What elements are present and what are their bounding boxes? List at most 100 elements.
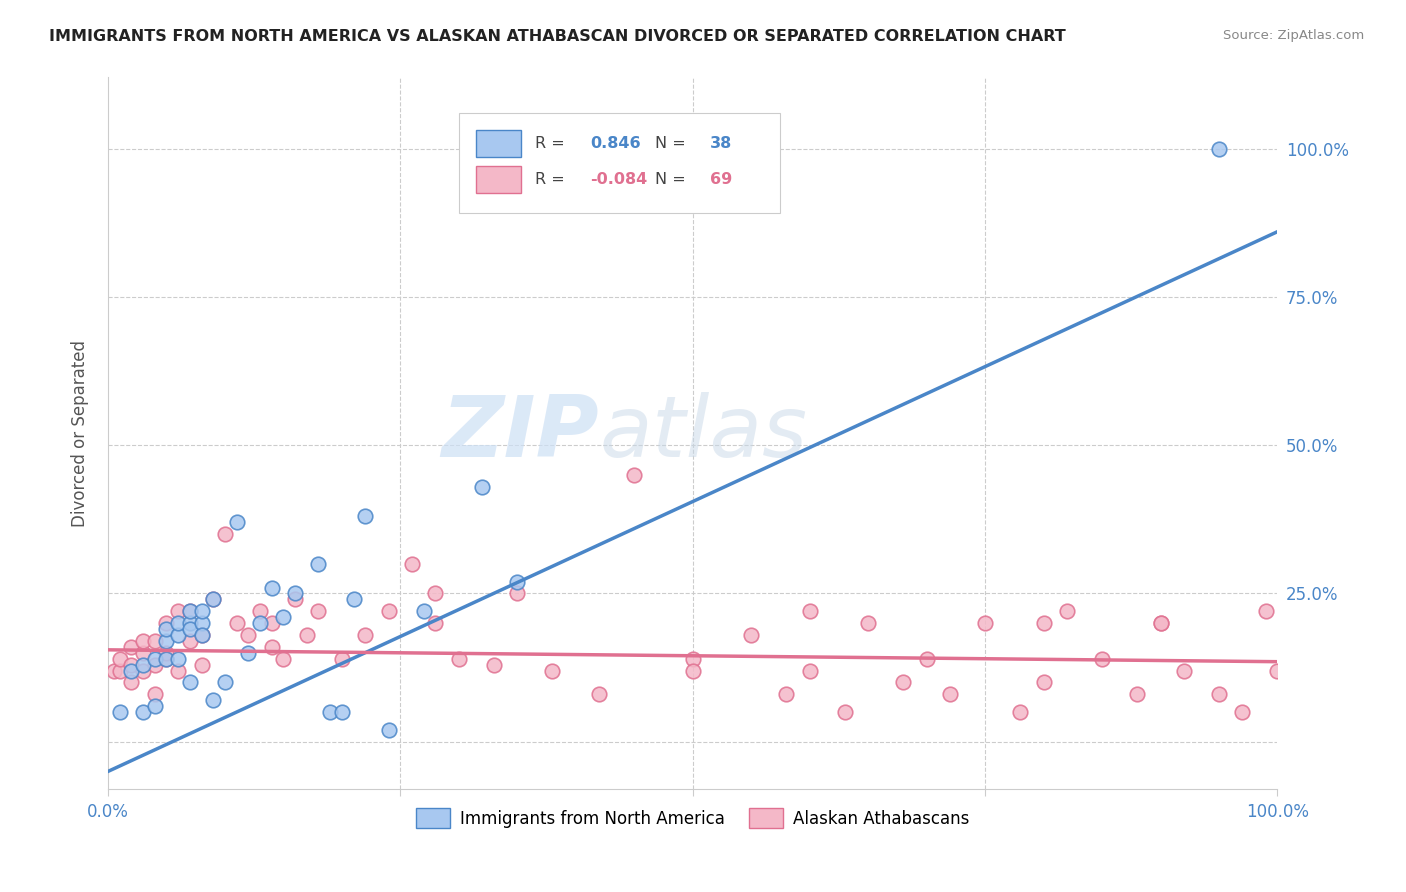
Text: -0.084: -0.084 <box>591 172 647 186</box>
Point <box>915 651 938 665</box>
Point <box>1208 142 1230 156</box>
Point <box>167 651 190 665</box>
Point <box>249 604 271 618</box>
Point <box>506 574 529 589</box>
Point <box>1056 604 1078 618</box>
Point <box>238 646 260 660</box>
Point <box>179 622 201 636</box>
Point <box>273 610 295 624</box>
Point <box>799 604 821 618</box>
Point <box>155 616 177 631</box>
Point <box>103 664 125 678</box>
Point <box>425 586 447 600</box>
Point <box>190 628 212 642</box>
Point <box>354 628 377 642</box>
Point <box>401 557 423 571</box>
Point <box>775 687 797 701</box>
Point <box>120 657 142 672</box>
Point <box>143 687 166 701</box>
Point <box>856 616 879 631</box>
Point <box>238 628 260 642</box>
Point <box>447 651 470 665</box>
Point <box>354 509 377 524</box>
Point <box>202 693 225 707</box>
Text: 38: 38 <box>710 136 733 151</box>
Point <box>202 592 225 607</box>
Point <box>1032 616 1054 631</box>
Point <box>1010 705 1032 719</box>
Point <box>1267 664 1289 678</box>
Point <box>249 616 271 631</box>
Text: IMMIGRANTS FROM NORTH AMERICA VS ALASKAN ATHABASCAN DIVORCED OR SEPARATED CORREL: IMMIGRANTS FROM NORTH AMERICA VS ALASKAN… <box>49 29 1066 44</box>
Point <box>120 675 142 690</box>
Point <box>143 657 166 672</box>
Point <box>120 640 142 654</box>
Point <box>330 651 353 665</box>
Point <box>260 616 283 631</box>
Point <box>939 687 962 701</box>
FancyBboxPatch shape <box>458 113 780 212</box>
Point <box>834 705 856 719</box>
Point <box>682 651 704 665</box>
Point <box>1149 616 1171 631</box>
Point <box>132 646 155 660</box>
Point <box>295 628 318 642</box>
Point <box>190 616 212 631</box>
Point <box>108 664 131 678</box>
Y-axis label: Divorced or Separated: Divorced or Separated <box>72 340 89 527</box>
Point <box>132 664 155 678</box>
Point <box>179 634 201 648</box>
Legend: Immigrants from North America, Alaskan Athabascans: Immigrants from North America, Alaskan A… <box>409 802 976 834</box>
Point <box>308 557 330 571</box>
Point <box>377 723 399 737</box>
Point <box>471 480 494 494</box>
Point <box>588 687 610 701</box>
Point <box>1254 604 1277 618</box>
Point <box>1232 705 1254 719</box>
Point <box>155 651 177 665</box>
Text: 69: 69 <box>710 172 733 186</box>
Point <box>108 651 131 665</box>
Point <box>506 586 529 600</box>
Point <box>974 616 997 631</box>
Text: atlas: atlas <box>599 392 807 475</box>
Point <box>308 604 330 618</box>
Point <box>155 622 177 636</box>
Point <box>425 616 447 631</box>
Point <box>682 664 704 678</box>
Point <box>155 634 177 648</box>
Point <box>179 604 201 618</box>
Point <box>190 628 212 642</box>
Text: N =: N = <box>655 172 692 186</box>
Text: ZIP: ZIP <box>441 392 599 475</box>
Point <box>214 675 236 690</box>
Point <box>799 664 821 678</box>
Text: 0.846: 0.846 <box>591 136 641 151</box>
Point <box>167 664 190 678</box>
Text: R =: R = <box>534 172 569 186</box>
Point <box>202 592 225 607</box>
Text: N =: N = <box>655 136 692 151</box>
Point <box>330 705 353 719</box>
FancyBboxPatch shape <box>477 130 520 157</box>
Point <box>132 634 155 648</box>
Point <box>541 664 564 678</box>
Point <box>143 651 166 665</box>
Point <box>1091 651 1114 665</box>
Point <box>1032 675 1054 690</box>
Point <box>190 604 212 618</box>
Point <box>120 664 142 678</box>
Point <box>319 705 342 719</box>
Point <box>482 657 505 672</box>
Point <box>214 527 236 541</box>
Point <box>132 657 155 672</box>
Point <box>377 604 399 618</box>
Point <box>179 604 201 618</box>
Point <box>225 516 247 530</box>
Point <box>132 705 155 719</box>
Text: Source: ZipAtlas.com: Source: ZipAtlas.com <box>1223 29 1364 42</box>
Point <box>167 628 190 642</box>
Point <box>143 699 166 714</box>
Point <box>412 604 434 618</box>
Point <box>891 675 914 690</box>
